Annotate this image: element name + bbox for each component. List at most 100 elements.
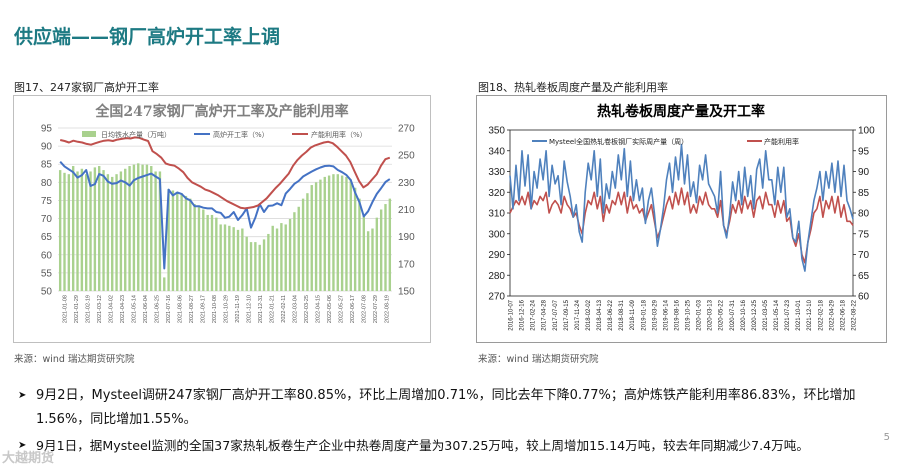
- bar: [314, 182, 318, 291]
- y-right-tick-label: 230: [398, 178, 415, 189]
- bar: [241, 228, 244, 291]
- y-right-tick-label: 85: [858, 188, 870, 199]
- bar: [388, 198, 392, 291]
- x-tick-label: 2017-04-28: [542, 299, 548, 330]
- x-tick-label: 2018-04-13: [597, 299, 603, 330]
- left-figure-source: 来源：wind 瑞达期货研究院: [14, 354, 135, 365]
- y-right-tick-label: 90: [858, 167, 870, 178]
- right-figure-source: 来源：wind 瑞达期货研究院: [478, 354, 599, 365]
- bar: [336, 174, 339, 291]
- bar: [210, 214, 214, 291]
- bar: [111, 176, 114, 291]
- x-tick-label: 2021-05-14: [131, 295, 137, 323]
- bar: [362, 214, 365, 291]
- bar: [375, 217, 379, 291]
- bar: [358, 198, 361, 291]
- bar: [202, 209, 205, 291]
- left-chart: 全国247家钢厂高炉开工率及产能利用率 50 55 60 65 70 75 80 85 90 95 1…: [41, 103, 415, 323]
- x-tick-label: 2022-04-15: [316, 295, 322, 323]
- y-right-tick-label: 70: [858, 250, 870, 261]
- x-tick-label: 2021-03-12: [97, 295, 103, 323]
- right-figure-caption: 图18、热轧卷板周度产量及产能利用率: [478, 81, 668, 94]
- series-line-utilization: [509, 187, 854, 264]
- bullet-text-2: 9月1日，据Mysteel监测的全国37家热轧板卷生产企业中热卷周度产量为307…: [36, 438, 809, 453]
- x-tick-label: 2017-02-24: [531, 299, 537, 330]
- x-tick-label: 2022-06-18: [840, 299, 846, 330]
- bar: [223, 224, 227, 291]
- bar: [80, 168, 84, 291]
- x-tick-label: 2022-03-25: [304, 295, 310, 323]
- series-line-utilization: [59, 161, 391, 270]
- y-right-tick-label: 150: [398, 287, 415, 298]
- bar: [323, 176, 326, 291]
- x-tick-label: 2021-04-23: [120, 295, 126, 323]
- x-tick-label: 2022-01-21: [270, 295, 276, 323]
- x-tick-label: 2020-12-25: [752, 299, 758, 330]
- bar: [119, 171, 123, 291]
- chart-title: 全国247家钢厂高炉开工率及产能利用率: [94, 103, 348, 120]
- series-line-capacity: [59, 136, 391, 210]
- bar: [249, 242, 253, 291]
- x-tick-label: 2020-03-13: [708, 299, 714, 330]
- bar: [310, 185, 313, 291]
- x-tick-label: 2022-05-06: [327, 295, 333, 323]
- x-tick-label: 2020-05-22: [719, 299, 725, 330]
- y-right-tick-label: 210: [398, 205, 415, 216]
- x-tick-label: 2020-01-03: [697, 299, 703, 330]
- bar: [345, 176, 348, 291]
- x-tick-label: 2022-08-22: [852, 299, 858, 330]
- y-right-tick-label: 95: [858, 146, 870, 157]
- y-left-tick-label: 75: [41, 196, 53, 207]
- y-left-tick-label: 95: [41, 124, 53, 135]
- bar: [132, 164, 136, 291]
- x-tick-label: 2018-11-09: [630, 299, 636, 330]
- x-tick-label: 2022-04-29: [829, 299, 835, 330]
- x-tick-label: 2018-02-02: [586, 299, 592, 330]
- y-right-tick-label: 270: [398, 124, 415, 135]
- bullet-text-1: 9月2日，Mysteel调研247家钢厂高炉开工率80.85%，环比上周增加0.…: [36, 388, 856, 427]
- x-tick-label: 2021-08-06: [177, 295, 183, 323]
- bar: [93, 167, 97, 291]
- x-tick-label: 2017-07-07: [553, 299, 559, 330]
- y-right-tick-label: 170: [398, 259, 415, 270]
- bar: [145, 164, 149, 291]
- x-tick-label: 2022-05-27: [339, 295, 345, 323]
- x-tick-label: 2016-10-07: [509, 299, 515, 330]
- y-left-tick-label: 320: [488, 188, 505, 199]
- bar: [76, 171, 79, 291]
- legend-label: 高炉开工率（%）: [213, 130, 269, 139]
- bar: [98, 166, 101, 291]
- bar: [271, 225, 274, 291]
- x-tick-label: 2021-03-05: [763, 299, 769, 330]
- legend-label: 产能利用率: [764, 137, 799, 146]
- x-tick-label: 2021-12-10: [807, 299, 813, 330]
- y-left-tick-label: 330: [488, 167, 505, 178]
- bar: [340, 175, 344, 291]
- y-left-tick-label: 340: [488, 146, 505, 157]
- bar: [141, 164, 144, 291]
- legend-label: Mysteel全国热轧卷板钢厂实际周产量（周）: [549, 137, 688, 146]
- right-chart: 热轧卷板周度产量及开工率 270 280 290 300 310 320 330 340 350 6…: [488, 103, 875, 331]
- bar: [232, 227, 235, 291]
- x-tick-label: 2021-07-23: [785, 299, 791, 330]
- bar: [280, 223, 283, 291]
- page-number: 5: [883, 432, 890, 443]
- x-tick-label: 2021-10-29: [224, 295, 230, 323]
- bar: [124, 168, 127, 291]
- x-tick-label: 2022-07-29: [373, 295, 379, 323]
- series-line-output: [509, 143, 854, 272]
- bar: [158, 171, 162, 291]
- bar: [275, 228, 279, 291]
- y-left-tick-label: 70: [41, 214, 53, 225]
- bar: [293, 212, 296, 291]
- bar: [180, 193, 183, 291]
- bar: [228, 225, 231, 291]
- y-right-tick-label: 190: [398, 232, 415, 243]
- x-tick-label: 2019-01-18: [641, 299, 647, 330]
- bar: [236, 229, 240, 291]
- y-right-tick-label: 65: [858, 271, 870, 282]
- x-tick-label: 2019-10-25: [686, 299, 692, 330]
- x-tick-label: 2017-11-24: [575, 299, 581, 330]
- legend-label: 产能利用率（%）: [311, 130, 367, 139]
- left-chart-box: 全国247家钢厂高炉开工率及产能利用率 50 55 60 65 70 75 80 85 90 95 1…: [13, 95, 431, 343]
